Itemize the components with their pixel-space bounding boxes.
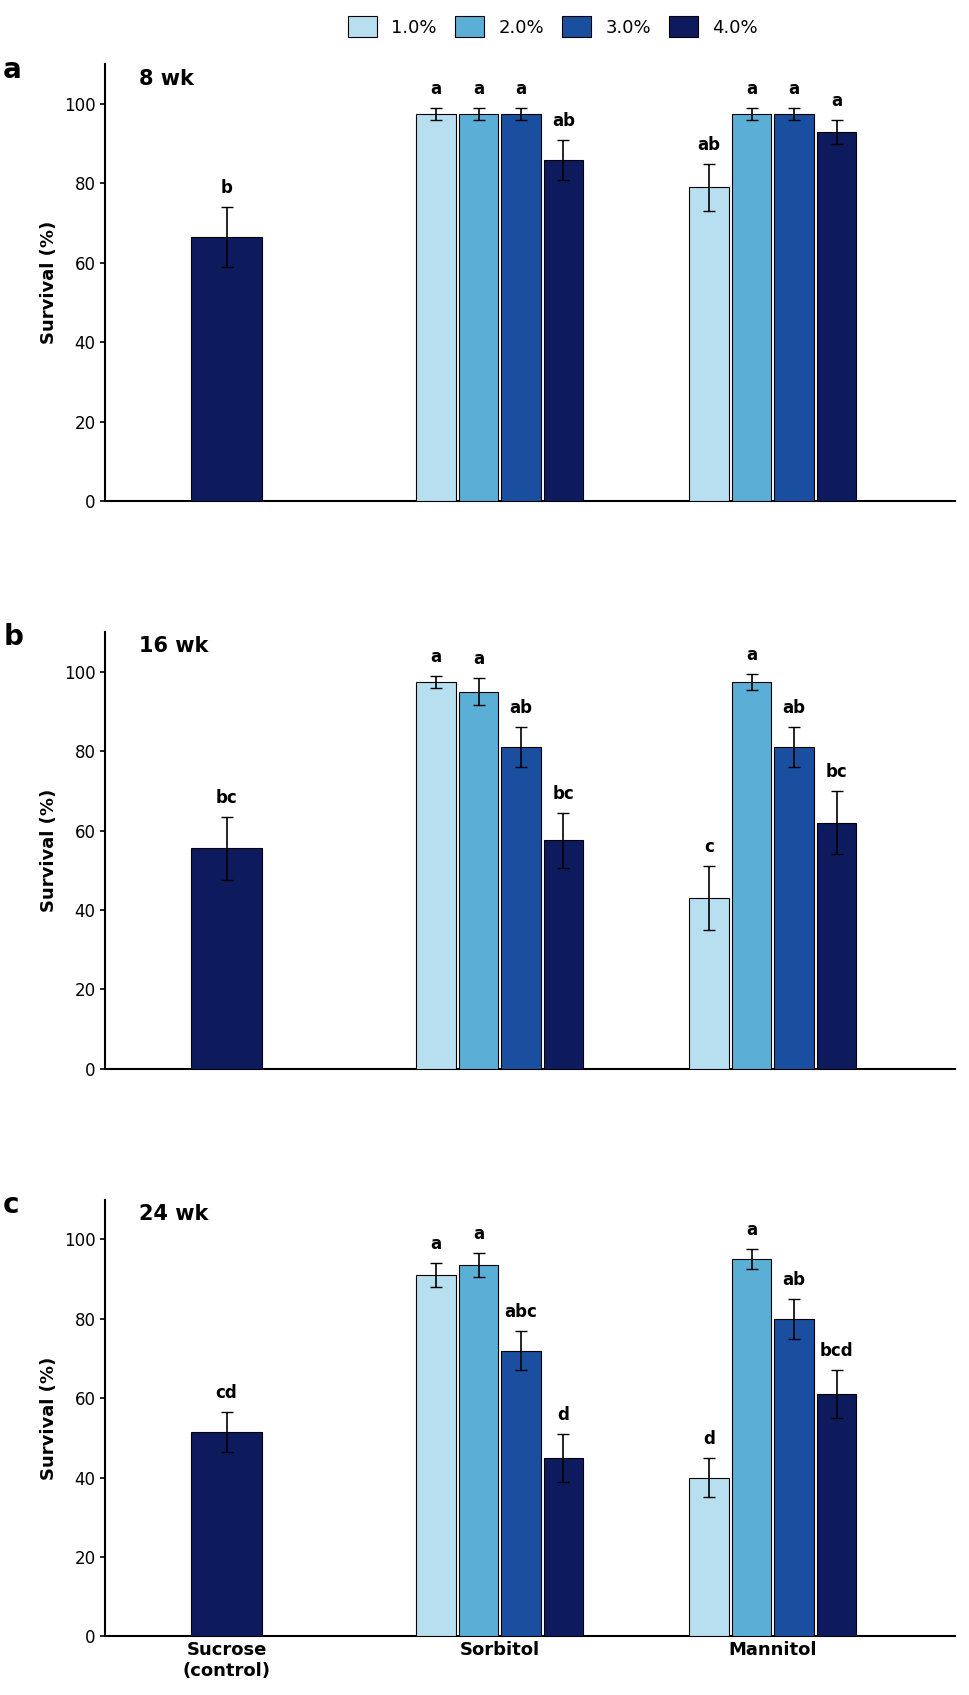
Bar xyxy=(732,114,770,502)
Bar xyxy=(689,188,728,502)
Y-axis label: Survival (%): Survival (%) xyxy=(41,220,58,344)
Bar xyxy=(816,1395,856,1636)
Bar xyxy=(544,159,582,502)
Bar xyxy=(773,1319,813,1636)
Bar xyxy=(191,1432,262,1636)
Bar xyxy=(416,681,455,1070)
Text: a: a xyxy=(430,1236,441,1253)
Bar xyxy=(416,114,455,502)
Bar xyxy=(816,132,856,502)
Text: ab: ab xyxy=(697,136,720,154)
Bar xyxy=(544,1458,582,1636)
Text: 16 wk: 16 wk xyxy=(140,636,208,656)
Text: a: a xyxy=(745,1222,757,1239)
Text: d: d xyxy=(703,1431,714,1448)
Text: a: a xyxy=(430,647,441,666)
Bar xyxy=(816,822,856,1070)
Y-axis label: Survival (%): Survival (%) xyxy=(41,1356,58,1480)
Bar xyxy=(544,841,582,1070)
Text: bc: bc xyxy=(215,788,237,807)
Legend: 1.0%, 2.0%, 3.0%, 4.0%: 1.0%, 2.0%, 3.0%, 4.0% xyxy=(340,8,765,44)
Text: bc: bc xyxy=(825,763,847,781)
Bar xyxy=(458,1264,498,1636)
Bar xyxy=(416,1275,455,1636)
Text: a: a xyxy=(473,649,484,668)
Bar xyxy=(458,114,498,502)
Text: a: a xyxy=(515,80,526,98)
Text: b: b xyxy=(3,624,23,651)
Bar xyxy=(501,114,540,502)
Text: b: b xyxy=(220,180,233,197)
Text: bcd: bcd xyxy=(819,1342,853,1361)
Text: 8 wk: 8 wk xyxy=(140,69,194,88)
Y-axis label: Survival (%): Survival (%) xyxy=(41,788,58,912)
Bar xyxy=(732,1259,770,1636)
Text: a: a xyxy=(788,80,798,98)
Text: a: a xyxy=(473,80,484,98)
Text: abc: abc xyxy=(504,1303,537,1320)
Text: bc: bc xyxy=(552,785,574,803)
Bar xyxy=(191,237,262,502)
Text: a: a xyxy=(473,1225,484,1244)
Text: 24 wk: 24 wk xyxy=(140,1203,208,1224)
Bar xyxy=(191,849,262,1070)
Text: a: a xyxy=(430,80,441,98)
Text: a: a xyxy=(3,56,22,83)
Text: a: a xyxy=(745,80,757,98)
Text: ab: ab xyxy=(551,112,575,131)
Bar xyxy=(732,681,770,1070)
Bar xyxy=(689,1478,728,1636)
Bar xyxy=(773,114,813,502)
Bar xyxy=(773,747,813,1070)
Bar xyxy=(458,692,498,1070)
Bar xyxy=(689,898,728,1070)
Text: c: c xyxy=(703,839,713,856)
Text: ab: ab xyxy=(509,700,532,717)
Bar xyxy=(501,747,540,1070)
Text: cd: cd xyxy=(215,1385,237,1402)
Text: ab: ab xyxy=(782,700,805,717)
Text: a: a xyxy=(830,92,841,110)
Text: a: a xyxy=(745,646,757,664)
Text: ab: ab xyxy=(782,1271,805,1288)
Text: d: d xyxy=(557,1405,569,1424)
Bar xyxy=(501,1351,540,1636)
Text: c: c xyxy=(3,1192,19,1219)
